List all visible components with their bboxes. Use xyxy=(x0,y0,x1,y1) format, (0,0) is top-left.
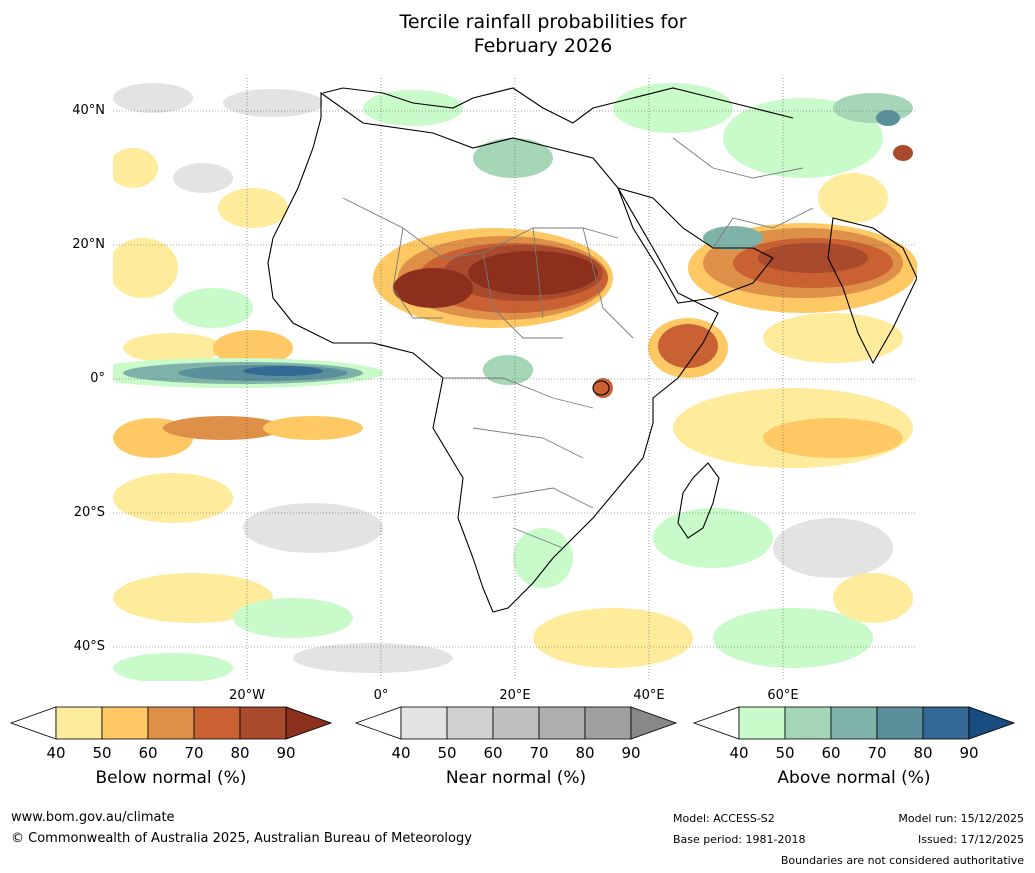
colorbar-tick-label: 40 xyxy=(729,744,749,762)
lat-label-20n: 20°N xyxy=(72,237,105,252)
title-line-1: Tercile rainfall probabilities for xyxy=(399,11,687,33)
lon-label-20e: 20°E xyxy=(499,688,531,703)
legend-label-near-normal: Near normal (%) xyxy=(445,768,587,788)
coastlines xyxy=(267,87,917,613)
colorbar-tick-label: 70 xyxy=(867,744,887,762)
colorbar-tick-label: 60 xyxy=(483,744,503,762)
colorbar-segment xyxy=(538,706,586,740)
colorbar-right-arrow xyxy=(968,706,1015,740)
colorbar-segment xyxy=(922,706,970,740)
colorbar-tick-label: 70 xyxy=(529,744,549,762)
colorbar-above-normal xyxy=(693,706,1015,740)
legend-label-below-normal: Below normal (%) xyxy=(95,768,247,788)
boundaries-disclaimer: Boundaries are not considered authoritat… xyxy=(780,854,1024,867)
map-area xyxy=(113,78,917,681)
colorbar-left-arrow xyxy=(693,706,740,740)
lon-label-60e: 60°E xyxy=(767,688,799,703)
colorbar-tick-label: 90 xyxy=(621,744,641,762)
chart-title: Tercile rainfall probabilities for Febru… xyxy=(0,10,1035,58)
copyright-text: © Commonwealth of Australia 2025, Austra… xyxy=(11,831,472,846)
colorbar-segment xyxy=(147,706,195,740)
colorbar-segment xyxy=(193,706,241,740)
colorbar-tick-label: 50 xyxy=(775,744,795,762)
title-line-2: February 2026 xyxy=(473,35,613,57)
colorbar-tick-label: 50 xyxy=(92,744,112,762)
website-link[interactable]: www.bom.gov.au/climate xyxy=(11,810,175,825)
map-svg xyxy=(113,78,917,681)
colorbar-segment xyxy=(738,706,786,740)
colorbar-left-arrow xyxy=(355,706,402,740)
colorbar-below-normal xyxy=(10,706,332,740)
colorbar-segment xyxy=(830,706,878,740)
legend-label-above-normal: Above normal (%) xyxy=(777,768,931,788)
colorbar-tick-label: 80 xyxy=(913,744,933,762)
model-name: Model: ACCESS-S2 xyxy=(673,812,775,825)
lat-label-20s: 20°S xyxy=(73,505,105,520)
colorbar-segment xyxy=(101,706,149,740)
colorbar-segment xyxy=(584,706,632,740)
lat-label-0: 0° xyxy=(90,371,105,386)
colorbar-segment xyxy=(446,706,494,740)
colorbar-segment xyxy=(239,706,287,740)
colorbar-right-arrow xyxy=(630,706,677,740)
colorbar-tick-label: 60 xyxy=(138,744,158,762)
colorbar-tick-label: 40 xyxy=(46,744,66,762)
issued-date: Issued: 17/12/2025 xyxy=(917,833,1024,846)
colorbar-tick-label: 90 xyxy=(959,744,979,762)
colorbar-tick-label: 70 xyxy=(184,744,204,762)
colorbar-tick-label: 90 xyxy=(276,744,296,762)
colorbar-segment xyxy=(55,706,103,740)
lat-label-40s: 40°S xyxy=(73,639,105,654)
lon-label-40e: 40°E xyxy=(633,688,665,703)
colorbar-tick-label: 50 xyxy=(437,744,457,762)
colorbar-tick-label: 40 xyxy=(391,744,411,762)
graticule xyxy=(113,78,917,681)
lon-label-0: 0° xyxy=(373,688,389,703)
colorbar-segment xyxy=(492,706,540,740)
base-period: Base period: 1981-2018 xyxy=(673,833,806,846)
colorbar-near-normal xyxy=(355,706,677,740)
colorbar-segment xyxy=(400,706,448,740)
colorbar-left-arrow xyxy=(10,706,57,740)
borders xyxy=(342,137,814,549)
colorbar-right-arrow xyxy=(285,706,332,740)
colorbar-tick-label: 80 xyxy=(230,744,250,762)
lon-label-20w: 20°W xyxy=(229,688,265,703)
model-run-date: Model run: 15/12/2025 xyxy=(898,812,1024,825)
colorbar-tick-label: 60 xyxy=(821,744,841,762)
colorbar-segment xyxy=(784,706,832,740)
colorbar-segment xyxy=(876,706,924,740)
lat-label-40n: 40°N xyxy=(72,103,105,118)
colorbar-tick-label: 80 xyxy=(575,744,595,762)
